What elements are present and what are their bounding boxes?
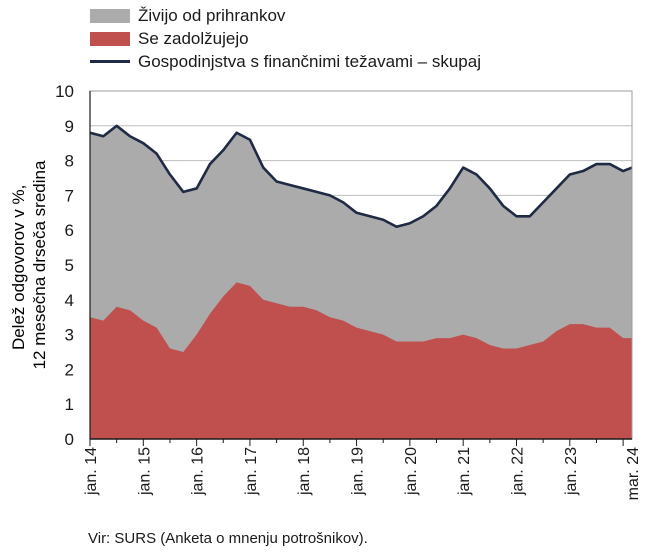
legend-label-borrowing: Se zadolžujejo bbox=[138, 28, 249, 48]
source-note: Vir: SURS (Anketa o mnenju potrošnikov). bbox=[88, 530, 368, 547]
y-tick-label-3: 3 bbox=[65, 326, 74, 345]
legend-item-total: Gospodinjstva s finančnimi težavami – sk… bbox=[90, 50, 481, 73]
x-tick-label-6: jan. 20 bbox=[403, 447, 420, 496]
series-areas bbox=[90, 125, 632, 440]
legend-swatch-savings bbox=[90, 8, 130, 23]
legend-label-savings: Živijo od prihrankov bbox=[138, 5, 286, 25]
y-tick-label-8: 8 bbox=[65, 152, 74, 171]
legend-item-savings: Živijo od prihrankov bbox=[90, 4, 481, 27]
y-tick-label-2: 2 bbox=[65, 360, 74, 379]
y-axis-label-line-2: 12 mesečna drseča sredina bbox=[30, 160, 49, 369]
y-tick-label-10: 10 bbox=[55, 82, 74, 101]
x-tick-label-0: jan. 14 bbox=[83, 447, 100, 496]
axes bbox=[89, 90, 633, 446]
y-tick-label-0: 0 bbox=[65, 430, 74, 449]
line-series-2 bbox=[89, 124, 633, 229]
legend-label-total: Gospodinjstva s finančnimi težavami – sk… bbox=[138, 51, 481, 71]
legend-swatch-borrowing bbox=[90, 31, 130, 46]
x-tick-label-8: jan. 22 bbox=[509, 447, 526, 496]
legend-item-borrowing: Se zadolžujejo bbox=[90, 27, 481, 50]
area-series-1 bbox=[90, 282, 632, 439]
x-tick-label-10: mar. 24 bbox=[625, 447, 642, 500]
y-axis-label-line-1: Delež odgovorov v %, bbox=[9, 185, 28, 350]
x-tick-label-4: jan. 18 bbox=[296, 447, 313, 496]
x-tick-label-3: jan. 17 bbox=[243, 447, 260, 496]
y-tick-label-9: 9 bbox=[65, 117, 74, 136]
y-tick-label-4: 4 bbox=[65, 291, 74, 310]
y-tick-label-1: 1 bbox=[65, 395, 74, 414]
y-tick-labels: 0 1 2 3 4 5 6 7 8 9 10 bbox=[55, 82, 74, 449]
y-tick-label-5: 5 bbox=[65, 256, 74, 275]
x-tick-labels: jan. 14 jan. 15 jan. 16 jan. 17 jan. 18 jan. … bbox=[83, 447, 642, 500]
legend-swatch-total bbox=[90, 60, 130, 63]
y-tick-label-6: 6 bbox=[65, 221, 74, 240]
x-tick-label-2: jan. 16 bbox=[190, 447, 207, 496]
x-tick-label-7: jan. 21 bbox=[456, 447, 473, 496]
y-axis-label: Delež odgovorov v %, 12 mesečna drseča s… bbox=[9, 160, 49, 369]
x-tick-label-1: jan. 15 bbox=[136, 447, 153, 496]
x-tick-label-5: jan. 19 bbox=[350, 447, 367, 496]
x-tick-label-9: jan. 23 bbox=[563, 447, 580, 496]
y-tick-label-7: 7 bbox=[65, 186, 74, 205]
legend: Živijo od prihrankov Se zadolžujejo Gosp… bbox=[90, 4, 481, 73]
series-lines bbox=[89, 124, 633, 229]
